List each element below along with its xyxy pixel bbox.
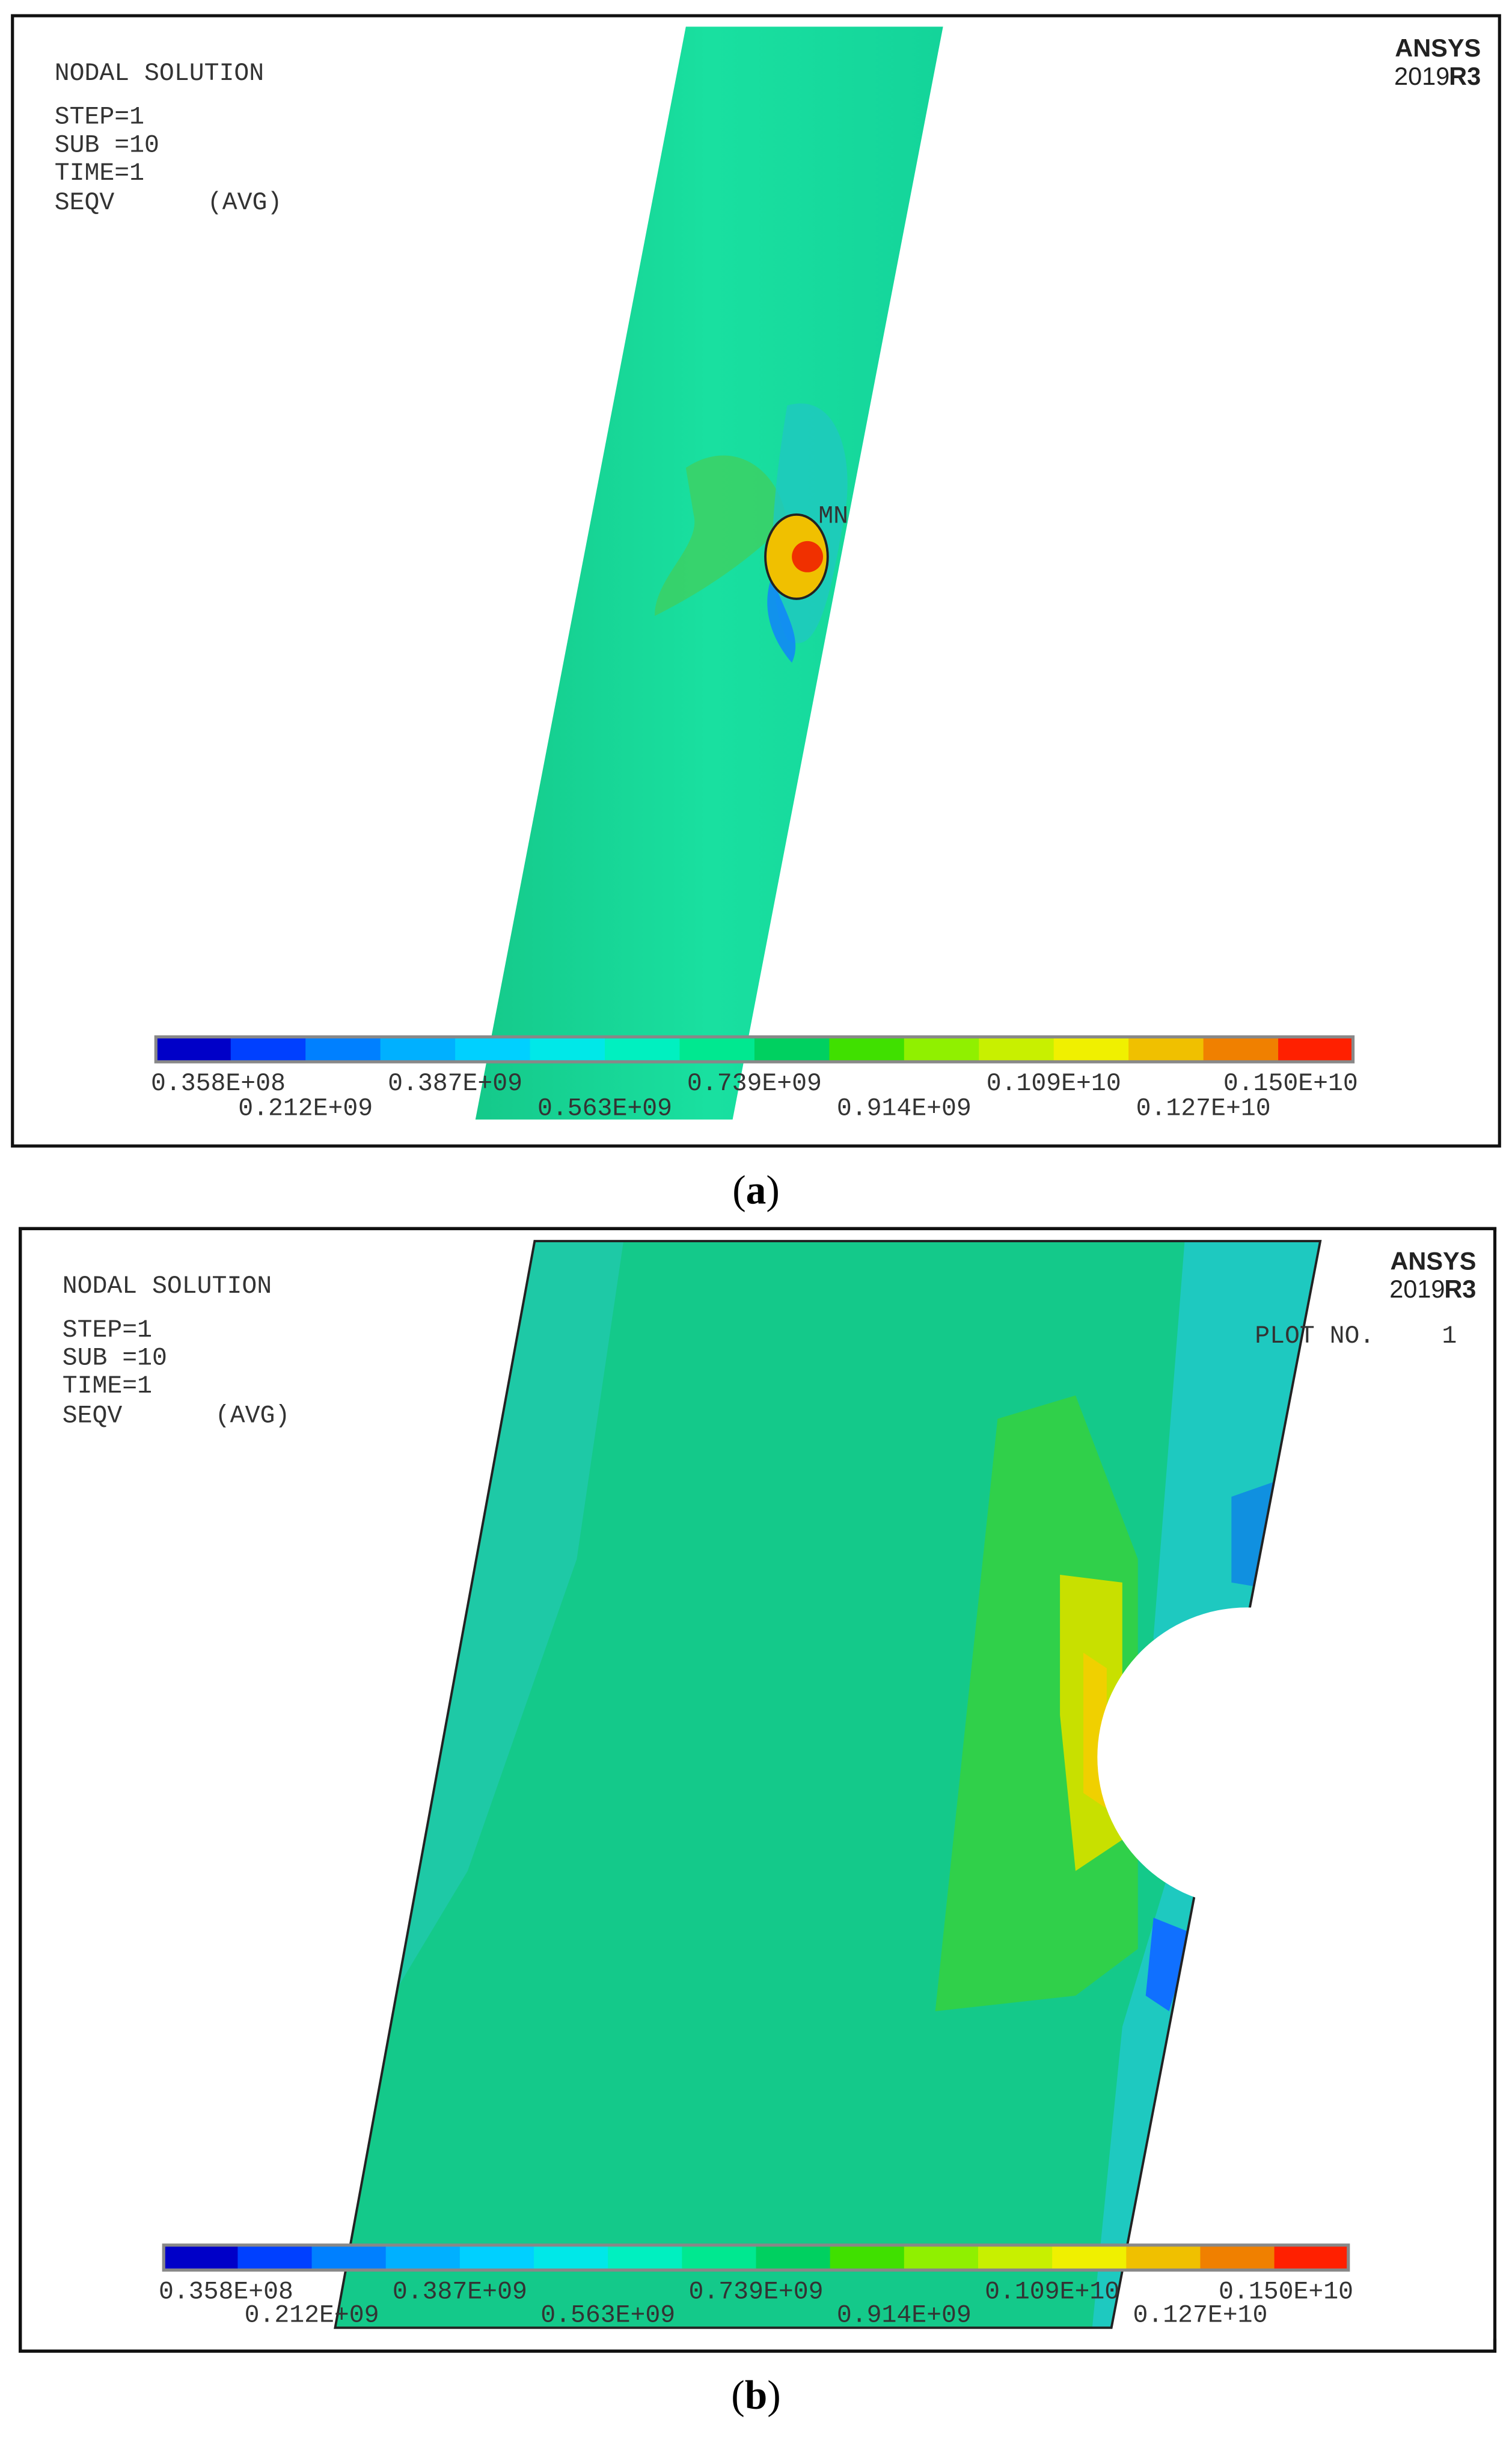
colorbar-segment xyxy=(230,1037,307,1062)
colorbar-segment xyxy=(608,2245,683,2270)
quantity: SEQV xyxy=(63,1402,123,1430)
colorbar-frame xyxy=(154,1035,1355,1064)
caption-open: ( xyxy=(732,1168,745,1213)
colorbar-segment xyxy=(904,2245,979,2270)
logo-brand: ANSYS xyxy=(1395,34,1481,62)
stress-zone xyxy=(654,455,788,616)
colorbar-segment xyxy=(1203,1037,1279,1062)
legend-label: 0.914E+09 xyxy=(837,1095,972,1123)
panel-frame xyxy=(19,1227,1497,2353)
legend-label: 0.739E+09 xyxy=(687,1070,822,1098)
quantity: SEQV xyxy=(55,189,115,217)
logo-year: 2019 xyxy=(1389,1275,1445,1303)
colorbar-segment xyxy=(756,2245,831,2270)
solution-line: SUB =10 xyxy=(63,1344,167,1373)
logo-brand: ANSYS xyxy=(1390,1246,1476,1275)
caption-letter: b xyxy=(745,2373,768,2418)
colorbar-segment xyxy=(904,1037,980,1062)
legend-label: 0.739E+09 xyxy=(689,2278,824,2307)
legend-label: 0.150E+10 xyxy=(1219,2278,1353,2307)
logo-year: 2019 xyxy=(1394,62,1449,90)
colorbar-segment xyxy=(455,1037,531,1062)
solution-line: TIME=1 xyxy=(63,1372,152,1400)
solution-line: STEP=1 xyxy=(55,103,144,132)
legend-label: 0.563E+09 xyxy=(540,2301,675,2329)
caption-close: ) xyxy=(766,1168,779,1213)
colorbar-segment xyxy=(830,2245,905,2270)
legend-label: 0.127E+10 xyxy=(1136,1095,1271,1123)
legend-label: 0.387E+09 xyxy=(388,1070,522,1098)
colorbar-segment xyxy=(380,1037,456,1062)
logo-release: R3 xyxy=(1449,62,1481,90)
colorbar-segment xyxy=(1053,1037,1130,1062)
solution-line: TIME=1 xyxy=(55,159,144,188)
colorbar-segment xyxy=(534,2245,609,2270)
colorbar-frame xyxy=(162,2243,1350,2272)
plate-outline xyxy=(334,1240,1322,2329)
colorbar-segment xyxy=(682,2245,757,2270)
colorbar-segment xyxy=(164,2245,239,2270)
colorbar-segment xyxy=(829,1037,905,1062)
legend-label: 0.387E+09 xyxy=(393,2278,527,2307)
colorbar-segment xyxy=(1128,1037,1204,1062)
solution-line: STEP=1 xyxy=(63,1316,152,1344)
solution-title: NODAL SOLUTION xyxy=(55,60,264,88)
colorbar-segment xyxy=(237,2245,313,2270)
colorbar-segment xyxy=(305,1037,381,1062)
legend-label: 0.212E+09 xyxy=(238,1095,373,1123)
colorbar-segment xyxy=(605,1037,681,1062)
stress-zone xyxy=(767,577,796,663)
legend-label: 0.358E+08 xyxy=(151,1070,286,1098)
legend-label: 0.212E+09 xyxy=(245,2301,379,2329)
legend-label: 0.150E+10 xyxy=(1223,1070,1358,1098)
plot-no-label: PLOT NO. xyxy=(1255,1322,1374,1350)
colorbar-segment xyxy=(1200,2245,1275,2270)
legend-label: 0.109E+10 xyxy=(987,1070,1121,1098)
legend-label: 0.914E+09 xyxy=(837,2301,972,2329)
caption-open: ( xyxy=(731,2373,744,2418)
colorbar-segment xyxy=(754,1037,830,1062)
legend-label: 0.109E+10 xyxy=(985,2278,1119,2307)
legend-label: 0.563E+09 xyxy=(537,1095,672,1123)
solution-line: SUB =10 xyxy=(55,131,159,159)
colorbar-segment xyxy=(459,2245,535,2270)
colorbar-segment xyxy=(156,1037,232,1062)
solution-title: NODAL SOLUTION xyxy=(63,1272,272,1301)
caption: (b) xyxy=(731,2373,780,2418)
min-marker: MN xyxy=(818,502,848,530)
colorbar-segment xyxy=(1126,2245,1201,2270)
colorbar-segment xyxy=(530,1037,606,1062)
colorbar-segment xyxy=(978,2245,1053,2270)
colorbar-segment xyxy=(979,1037,1055,1062)
hot-spot xyxy=(792,541,823,572)
colorbar-segment xyxy=(679,1037,756,1062)
colorbar-segment xyxy=(1274,2245,1350,2270)
colorbar-segment xyxy=(385,2245,461,2270)
colorbar-segment xyxy=(311,2245,387,2270)
averaging: (AVG) xyxy=(215,1402,290,1430)
caption: (a) xyxy=(732,1168,780,1213)
logo-release: R3 xyxy=(1444,1275,1476,1303)
colorbar-segment xyxy=(1052,2245,1127,2270)
plot-no-value: 1 xyxy=(1442,1322,1457,1350)
background xyxy=(1114,1231,1512,2339)
legend-label: 0.127E+10 xyxy=(1133,2301,1267,2329)
caption-letter: a xyxy=(746,1168,767,1213)
legend-label: 0.358E+08 xyxy=(159,2278,293,2307)
colorbar-segment xyxy=(1278,1037,1354,1062)
averaging: (AVG) xyxy=(207,189,282,217)
caption-close: ) xyxy=(767,2373,780,2418)
